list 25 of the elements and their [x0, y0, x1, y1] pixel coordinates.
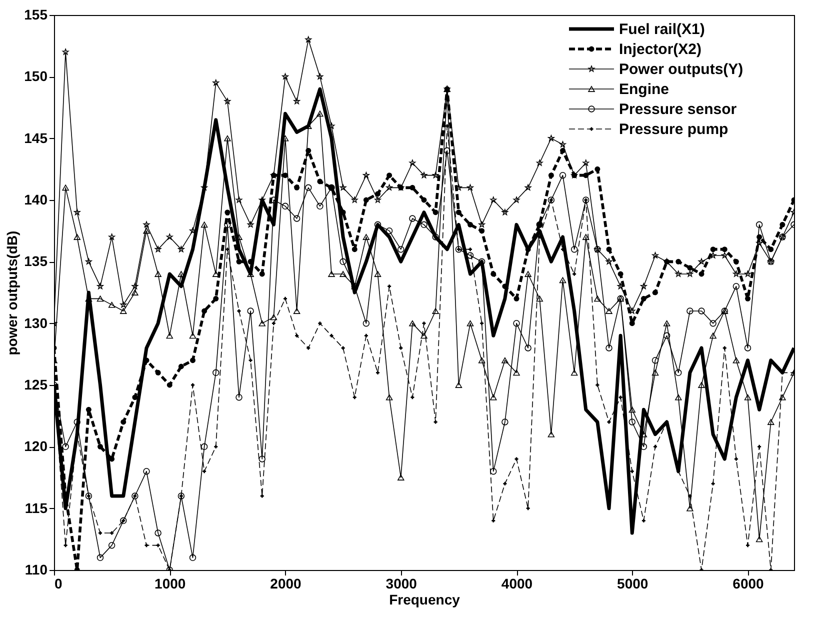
y-tick-label: 130 [24, 314, 48, 331]
y-tick-label: 135 [24, 253, 48, 270]
x-tick-label: 5000 [617, 576, 648, 592]
x-tick-label: 1000 [154, 576, 186, 592]
y-tick-label: 145 [24, 130, 48, 146]
legend-label: Pressure sensor [619, 101, 737, 118]
y-tick-label: 115 [24, 500, 48, 516]
legend-label: Power outputs(Y) [619, 61, 744, 78]
x-tick-label: 0 [54, 576, 62, 592]
y-axis-title: power outputs(dB) [4, 230, 20, 356]
y-tick-label: 140 [24, 192, 48, 208]
y-tick-label: 125 [24, 376, 48, 392]
y-tick-label: 155 [24, 6, 48, 22]
x-tick-label: 2000 [270, 576, 302, 592]
y-tick-label: 120 [24, 438, 48, 454]
x-tick-label: 6000 [732, 576, 764, 592]
y-tick-label: 110 [24, 562, 48, 578]
legend-label: Fuel rail(X1) [619, 21, 705, 38]
y-tick-label: 150 [24, 68, 48, 84]
legend-label: Injector(X2) [619, 41, 702, 58]
x-axis-title: Frequency [389, 592, 460, 608]
legend-label: Engine [619, 81, 670, 98]
x-tick-label: 3000 [386, 576, 418, 592]
x-tick-label: 4000 [501, 576, 533, 592]
legend-label: Pressure pump [619, 121, 728, 138]
